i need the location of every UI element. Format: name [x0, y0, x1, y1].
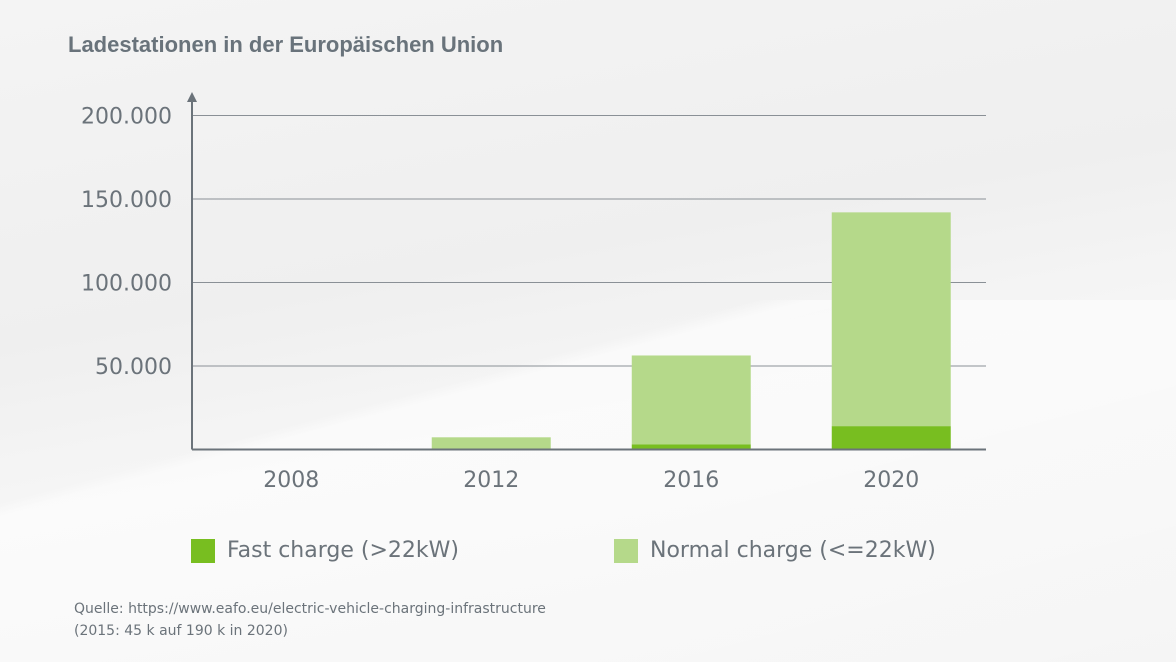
y-tick-label: 200.000: [81, 105, 172, 130]
y-tick-label: 150.000: [81, 188, 172, 213]
bar-segment: [831, 426, 951, 450]
legend-label-normal: Normal charge (<=22kW): [650, 538, 936, 563]
legend-item-fast: Fast charge (>22kW): [191, 538, 459, 563]
y-tick-label: 100.000: [81, 272, 172, 297]
x-tick-label: 2020: [863, 468, 919, 493]
legend-swatch-fast: [191, 538, 215, 563]
bar-segment: [631, 355, 751, 445]
x-tick-label: 2008: [263, 468, 319, 493]
chart-title: Ladestationen in der Europäischen Union: [68, 32, 504, 57]
x-tick-label: 2012: [463, 468, 519, 493]
y-axis-arrow-icon: [187, 92, 197, 102]
y-tick-label: 50.000: [95, 355, 172, 380]
legend-swatch-normal: [614, 538, 638, 563]
legend-item-normal: Normal charge (<=22kW): [614, 538, 936, 563]
legend-label-fast: Fast charge (>22kW): [227, 538, 459, 563]
source-note: (2015: 45 k auf 190 k in 2020): [74, 623, 288, 639]
source-line: Quelle: https://www.eafo.eu/electric-veh…: [74, 601, 546, 617]
bar-segment: [831, 212, 951, 427]
bar-segment: [431, 437, 551, 450]
background-shape: [0, 300, 1176, 662]
x-tick-label: 2016: [663, 468, 719, 493]
bar-segment: [631, 444, 751, 450]
